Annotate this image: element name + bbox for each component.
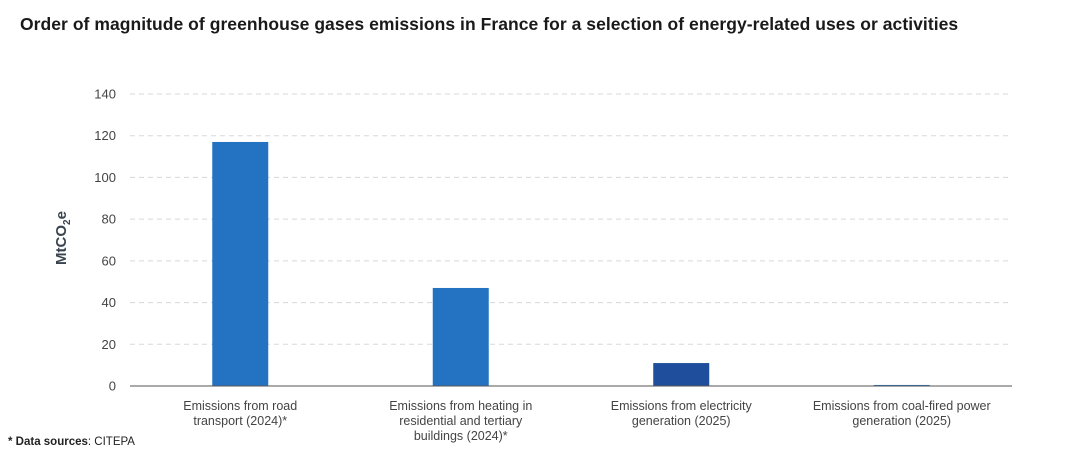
bar: [873, 384, 930, 386]
y-tick-label: 60: [102, 253, 116, 268]
gridlines: [130, 93, 1012, 345]
footnote: * Data sources: CITEPA: [8, 436, 135, 448]
x-axis-labels: Emissions from road transport (2024)* Emis…: [183, 399, 990, 443]
x-tick-label: Emissions from road transport (2024)*: [183, 399, 297, 428]
footnote-text: : CITEPA: [87, 436, 135, 448]
x-tick-label: Emissions from coal-fired power generatio…: [813, 399, 991, 428]
y-tick-label: 140: [94, 87, 116, 102]
y-tick-label: 100: [94, 170, 116, 185]
y-axis-ticks: 0 20 40 60 80 100 120 140: [94, 87, 116, 394]
y-tick-label: 80: [102, 212, 116, 227]
y-tick-label: 120: [94, 128, 116, 143]
bar: [653, 363, 710, 386]
x-tick-label: Emissions from electricity generation (20…: [611, 399, 753, 428]
bar: [432, 287, 489, 386]
y-tick-label: 20: [102, 337, 116, 352]
bar: [212, 141, 269, 386]
y-axis-label: MtCO2e: [53, 211, 73, 265]
x-tick-label: Emissions from heating in residential and…: [389, 399, 532, 443]
y-tick-label: 0: [109, 379, 116, 394]
chart-title: Order of magnitude of greenhouse gases e…: [20, 14, 959, 34]
footnote-prefix: * Data sources: [8, 436, 88, 448]
bars: [212, 141, 930, 386]
y-tick-label: 40: [102, 295, 116, 310]
